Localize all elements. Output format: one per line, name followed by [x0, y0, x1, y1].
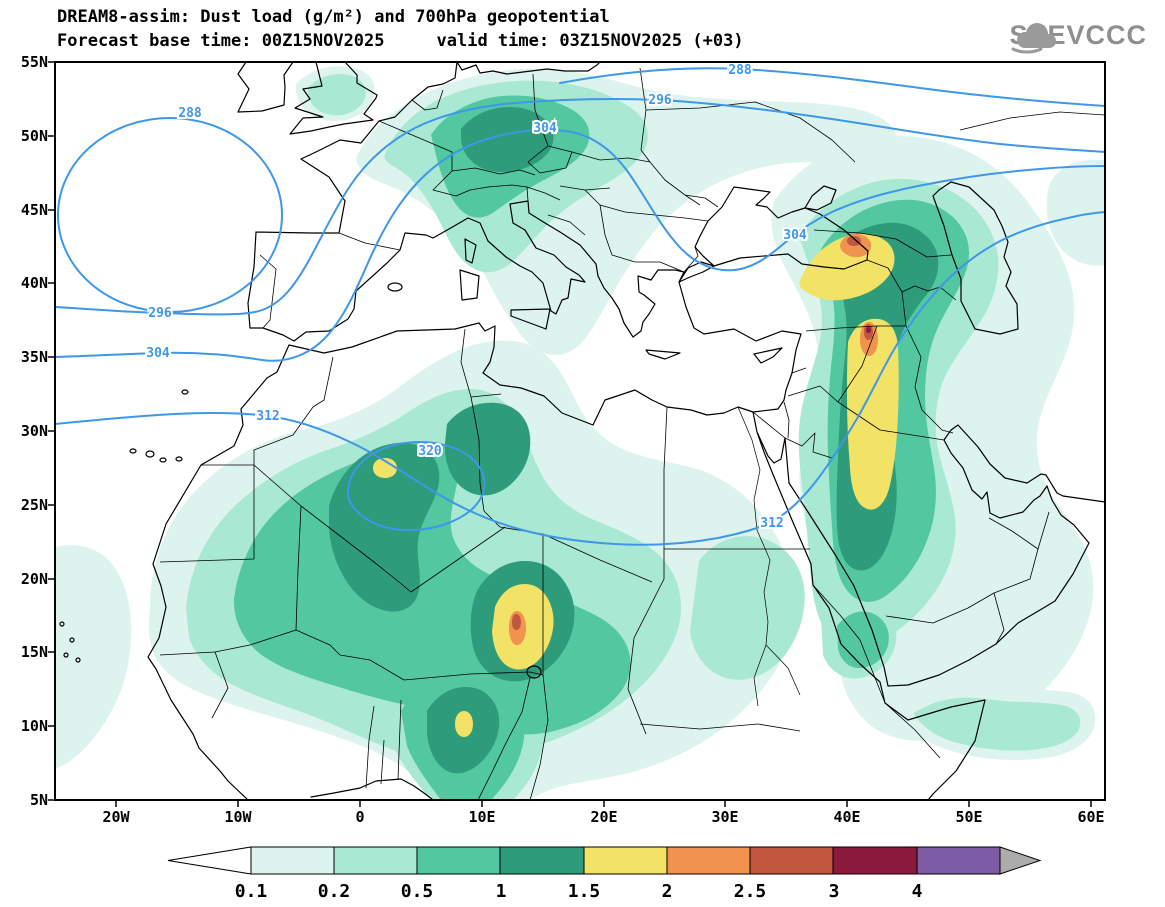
- contour-label: 304: [783, 228, 807, 243]
- colorbar-segment: [916, 846, 1001, 875]
- colorbar-level-label: 2.5: [734, 881, 767, 902]
- contour-label: 304: [146, 346, 170, 361]
- colorbar-level-label: 2: [662, 881, 673, 902]
- lon-tick-label: 50E: [955, 808, 982, 826]
- contour-label: 296: [148, 306, 172, 321]
- lat-tick-label: 40N: [21, 274, 48, 292]
- contour-label: 320: [418, 444, 442, 459]
- lat-tick-label: 25N: [21, 496, 48, 514]
- dust-shade-3: [866, 327, 871, 333]
- seevccc-cloud-icon: [1011, 23, 1057, 54]
- lat-tick-label: 30N: [21, 422, 48, 440]
- colorbar-level-label: 4: [912, 881, 923, 902]
- contour-label-layer: 288 288 296 296 304 304 304 312 312 320: [144, 62, 809, 533]
- colorbar-level-label: 3: [829, 881, 840, 902]
- colorbar-segment: [250, 846, 335, 875]
- longitude-axis: 20W 10W 0 10E 20E 30E 40E 50E 60E: [102, 808, 1104, 826]
- dust-shade-1: [329, 107, 939, 774]
- lon-tick-label: 40E: [833, 808, 860, 826]
- map-plot-area: 288 288 296 296 304 304 304 312 312 320: [55, 62, 1105, 800]
- country-borders-layer: [159, 67, 1105, 800]
- contour-label: 296: [648, 93, 672, 108]
- coastlines-layer: [59, 62, 1105, 800]
- lat-tick-label: 55N: [21, 53, 48, 71]
- contour-label: 312: [760, 516, 783, 531]
- lon-tick-label: 30E: [711, 808, 738, 826]
- axis-tick-marks: [48, 61, 1092, 807]
- lat-tick-label: 20N: [21, 570, 48, 588]
- lat-tick-label: 35N: [21, 348, 48, 366]
- lon-tick-label: 60E: [1077, 808, 1104, 826]
- lon-tick-label: 10E: [468, 808, 495, 826]
- colorbar-segment: [832, 846, 918, 875]
- border-lines-middle-east: [752, 229, 1050, 645]
- lat-tick-label: 45N: [21, 201, 48, 219]
- colorbar-level-label: 0.1: [235, 881, 268, 902]
- plot-title: DREAM8-assim: Dust load (g/m²) and 700hP…: [57, 7, 610, 27]
- lat-tick-label: 10N: [21, 717, 48, 735]
- dust-fill-layers: [55, 66, 1105, 800]
- plot-subtitle: Forecast base time: 00Z15NOV2025 valid ti…: [57, 31, 744, 51]
- colorbar-segment: [333, 846, 418, 875]
- lat-tick-label: 15N: [21, 643, 48, 661]
- colorbar-segment: [416, 846, 501, 875]
- lon-tick-label: 20E: [590, 808, 617, 826]
- colorbar-segment: [666, 846, 751, 875]
- contour-label: 312: [256, 409, 279, 424]
- colorbar-segment: [583, 846, 668, 875]
- latitude-axis: 55N 50N 45N 40N 35N 30N 25N 20N 15N 10N …: [21, 53, 48, 809]
- lat-tick-label: 5N: [30, 791, 48, 809]
- contour-label: 288: [178, 106, 202, 121]
- colorbar-level-label: 0.2: [318, 881, 351, 902]
- colorbar-arrow-left: [167, 846, 252, 875]
- lat-tick-label: 50N: [21, 127, 48, 145]
- geopotential-contours: [55, 67, 1105, 546]
- colorbar-level-label: 0.5: [401, 881, 434, 902]
- lon-tick-label: 20W: [102, 808, 130, 826]
- forecast-base-time: Forecast base time: 00Z15NOV2025: [57, 31, 385, 51]
- coastline-paths: [59, 62, 1105, 800]
- contour-288-low: [57, 117, 283, 313]
- colorbar-level-label: 1: [496, 881, 507, 902]
- colorbar-arrow-right: [999, 846, 1042, 875]
- colorbar: 0.1 0.2 0.5 1 1.5 2 2.5 3 4: [167, 846, 1042, 902]
- border-lines-europe: [259, 67, 1105, 329]
- seevccc-logo: SEEVCCC: [1009, 20, 1147, 54]
- contour-312: [55, 211, 1105, 546]
- dust-shade-0.5: [233, 95, 970, 800]
- dust-shade-1.5: [373, 233, 899, 737]
- colorbar-segment: [499, 846, 585, 875]
- nile-river: [737, 406, 801, 707]
- lon-tick-label: 10W: [224, 808, 252, 826]
- valid-time: valid time: 03Z15NOV2025 (+03): [436, 31, 744, 51]
- contour-288-north: [559, 67, 1105, 107]
- contour-296: [55, 98, 1105, 316]
- contour-320: [346, 441, 486, 532]
- contour-label: 304: [533, 121, 557, 136]
- lon-tick-label: 0: [355, 808, 364, 826]
- border-lines-africa: [159, 328, 941, 800]
- contour-label: 288: [728, 63, 752, 78]
- colorbar-level-label: 1.5: [568, 881, 601, 902]
- colorbar-segment: [749, 846, 834, 875]
- contour-304: [55, 128, 1105, 362]
